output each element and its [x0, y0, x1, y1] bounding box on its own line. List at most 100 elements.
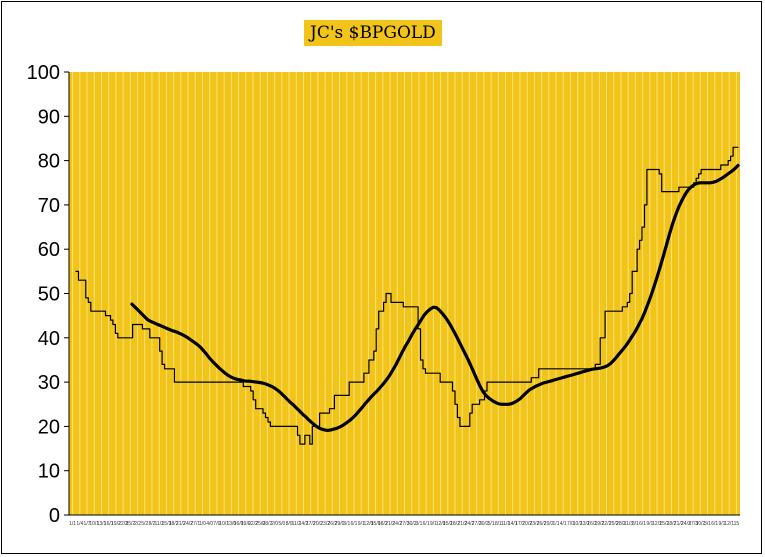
x-tick-label: 19/0: [241, 521, 251, 527]
x-tick-label: 14/1: [508, 521, 518, 527]
x-tick-label: 29/0: [335, 521, 345, 527]
x-tick-label: 26/2: [537, 521, 547, 527]
x-tick-label: 2/0: [271, 521, 278, 527]
x-tick-label: 28/2: [616, 521, 626, 527]
x-tick-label: 16/0: [234, 521, 244, 527]
x-tick-label: 14/2: [299, 521, 309, 527]
y-tick-label: 20: [38, 416, 60, 438]
x-tick-label: 4/0: [206, 521, 213, 527]
x-tick-label: 22/2: [248, 521, 258, 527]
x-tick-label: 5/1: [488, 521, 495, 527]
x-tick-label: 21/2: [176, 521, 186, 527]
x-tick-labels: 1/1 1/4 1/710/113/116/119/222/325/22/2 5/2 8…: [69, 521, 739, 527]
x-tick-label: 22/3: [118, 521, 128, 527]
x-tick-label: 7/0: [213, 521, 220, 527]
x-tick-label: 19/2: [111, 521, 121, 527]
x-tick-label: 21/2: [674, 521, 684, 527]
x-tick-label: 26/2: [327, 521, 337, 527]
x-tick-label: 15/2: [443, 521, 453, 527]
x-tick-label: 11/1: [501, 521, 511, 527]
y-tick-label: 60: [38, 239, 60, 261]
y-tick-label: 50: [38, 284, 60, 306]
x-tick-label: 9/1: [646, 521, 653, 527]
y-tick-label: 90: [38, 106, 60, 128]
x-tick-label: 5/2: [141, 521, 148, 527]
x-tick-label: 24/2: [465, 521, 475, 527]
x-tick-label: 15: [734, 521, 740, 527]
x-tick-label: 1/1: [69, 521, 76, 527]
x-tick-label: 24/3: [681, 521, 691, 527]
x-tick-label: 12/0: [436, 521, 446, 527]
x-tick-label: 15/0: [371, 521, 381, 527]
x-tick-label: 6/1: [639, 521, 646, 527]
x-tick-label: 20/2: [313, 521, 323, 527]
x-tick-label: 24/2: [183, 521, 193, 527]
x-tick-label: 6/1: [711, 521, 718, 527]
x-tick-label: 12/2: [652, 521, 662, 527]
x-tick-label: 8/0: [286, 521, 293, 527]
x-tick-label: 19/2: [594, 521, 604, 527]
x-tick-label: 2/2: [134, 521, 141, 527]
x-tick-label: 21/2: [385, 521, 395, 527]
x-tick-label: 12/0: [364, 521, 374, 527]
x-tick-label: 10/1: [89, 521, 99, 527]
x-tick-label: 30/2: [479, 521, 489, 527]
x-tick-label: 13/1: [97, 521, 107, 527]
x-tick-label: 18/2: [378, 521, 388, 527]
series-line-raw: [75, 146, 739, 445]
x-tick-label: 3/1: [343, 521, 350, 527]
y-tick-label: 100: [27, 62, 60, 84]
x-tick-label: 16/1: [104, 521, 114, 527]
x-tick-label: 30/2: [407, 521, 417, 527]
x-tick-label: 30/2: [695, 521, 705, 527]
y-tick-labels: 0 10 20 30 40 50 60 70 80 90 100: [27, 62, 60, 527]
x-tick-label: 11/2: [155, 521, 165, 527]
x-tick-label: 4/1: [560, 521, 567, 527]
x-tick-label: 6/1: [423, 521, 430, 527]
x-tick-label: 3/1: [632, 521, 639, 527]
x-tick-label: 27/3: [688, 521, 698, 527]
x-tick-label: 1/1: [553, 521, 560, 527]
x-tick-label: 24/2: [392, 521, 402, 527]
x-tick-label: 9/1: [430, 521, 437, 527]
x-tick-label: 15/2: [659, 521, 669, 527]
x-tick-label: 21/2: [457, 521, 467, 527]
x-tick-label: 10/2: [573, 521, 583, 527]
y-tick-label: 0: [49, 505, 60, 527]
x-tick-label: 3/1: [704, 521, 711, 527]
y-tick-label: 30: [38, 372, 60, 394]
x-tick-label: 8/1: [495, 521, 502, 527]
x-tick-label: 23/2: [530, 521, 540, 527]
x-tick-label: 17/2: [306, 521, 316, 527]
series-line-smoothed: [130, 163, 740, 432]
x-tick-label: 18/2: [169, 521, 179, 527]
x-tick-label: 15/3: [162, 521, 172, 527]
x-tick-label: 1/4: [76, 521, 83, 527]
x-tick-label: 25/2: [609, 521, 619, 527]
x-tick-label: 16/2: [587, 521, 597, 527]
x-tick-label: 18/2: [667, 521, 677, 527]
y-tick-label: 40: [38, 328, 60, 350]
x-tick-label: 10/1: [219, 521, 229, 527]
x-tick-label: 27/2: [472, 521, 482, 527]
x-tick-label: 11/2: [292, 521, 302, 527]
x-tick-label: 29/2: [544, 521, 554, 527]
gridlines: [72, 72, 737, 515]
x-tick-label: 6/1: [351, 521, 358, 527]
series-lines: [75, 146, 740, 445]
x-tick-label: 31/3: [623, 521, 633, 527]
y-tick-label: 70: [38, 195, 60, 217]
x-tick-label: 13/0: [226, 521, 236, 527]
x-tick-label: 22/2: [602, 521, 612, 527]
x-tick-label: 8/2: [148, 521, 155, 527]
x-tick-label: 1/7: [84, 521, 91, 527]
x-tick-label: 1/0: [199, 521, 206, 527]
x-tick-label: 20/2: [522, 521, 532, 527]
x-tick-label: 25/0: [255, 521, 265, 527]
x-tick-label: 28/2: [263, 521, 273, 527]
x-tick-label: 13/2: [580, 521, 590, 527]
x-tick-label: 12/1: [724, 521, 734, 527]
x-tick-label: 5/0: [278, 521, 285, 527]
axes: [64, 71, 740, 516]
